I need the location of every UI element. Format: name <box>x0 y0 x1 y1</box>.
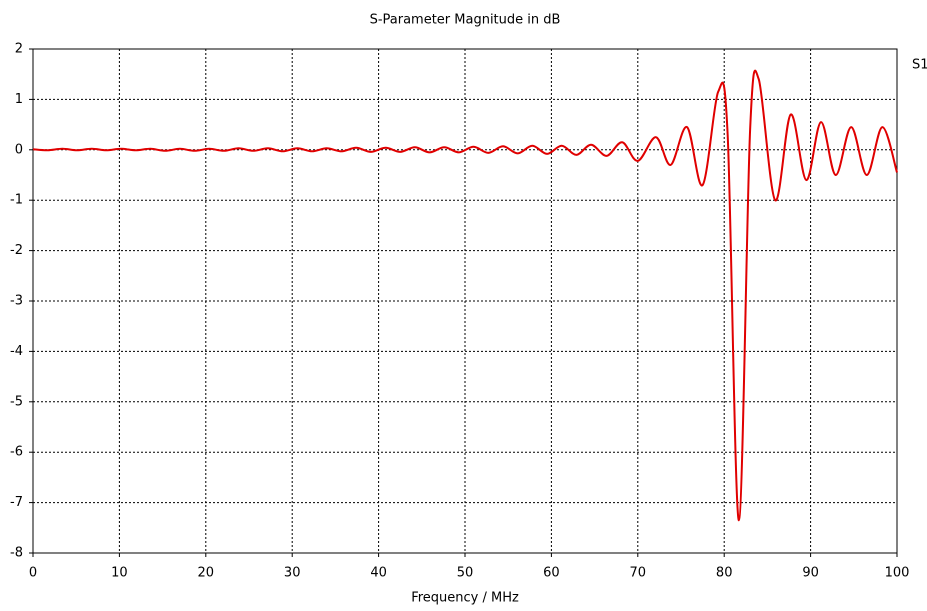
chart-title: S-Parameter Magnitude in dB <box>370 13 561 28</box>
legend-label: S1 <box>912 58 927 73</box>
plot-frame <box>32 48 898 554</box>
data-line <box>32 69 898 522</box>
x-tick-label: 70 <box>630 566 647 581</box>
x-tick-label: 50 <box>457 566 474 581</box>
x-tick-label: 90 <box>802 566 819 581</box>
y-tick-label: -6 <box>10 445 23 460</box>
x-tick-label: 0 <box>29 566 37 581</box>
x-tick-label: 60 <box>543 566 560 581</box>
x-axis-label: Frequency / MHz <box>411 591 519 606</box>
x-tick-label: 30 <box>284 566 301 581</box>
y-tick-label: -3 <box>10 294 23 309</box>
y-tick-label: -1 <box>10 193 23 208</box>
y-tick-label: -8 <box>10 546 23 561</box>
y-tick-label: 0 <box>15 142 23 157</box>
x-tick-label: 10 <box>111 566 128 581</box>
x-tick-label: 20 <box>198 566 215 581</box>
y-tick-label: -7 <box>10 495 23 510</box>
y-tick-label: 1 <box>15 92 23 107</box>
y-tick-label: -4 <box>10 344 23 359</box>
y-tick-label: -2 <box>10 243 23 258</box>
y-tick-label: -5 <box>10 394 23 409</box>
x-tick-label: 40 <box>370 566 387 581</box>
y-tick-label: 2 <box>15 42 23 57</box>
x-tick-label: 80 <box>716 566 733 581</box>
x-tick-label: 100 <box>885 566 910 581</box>
